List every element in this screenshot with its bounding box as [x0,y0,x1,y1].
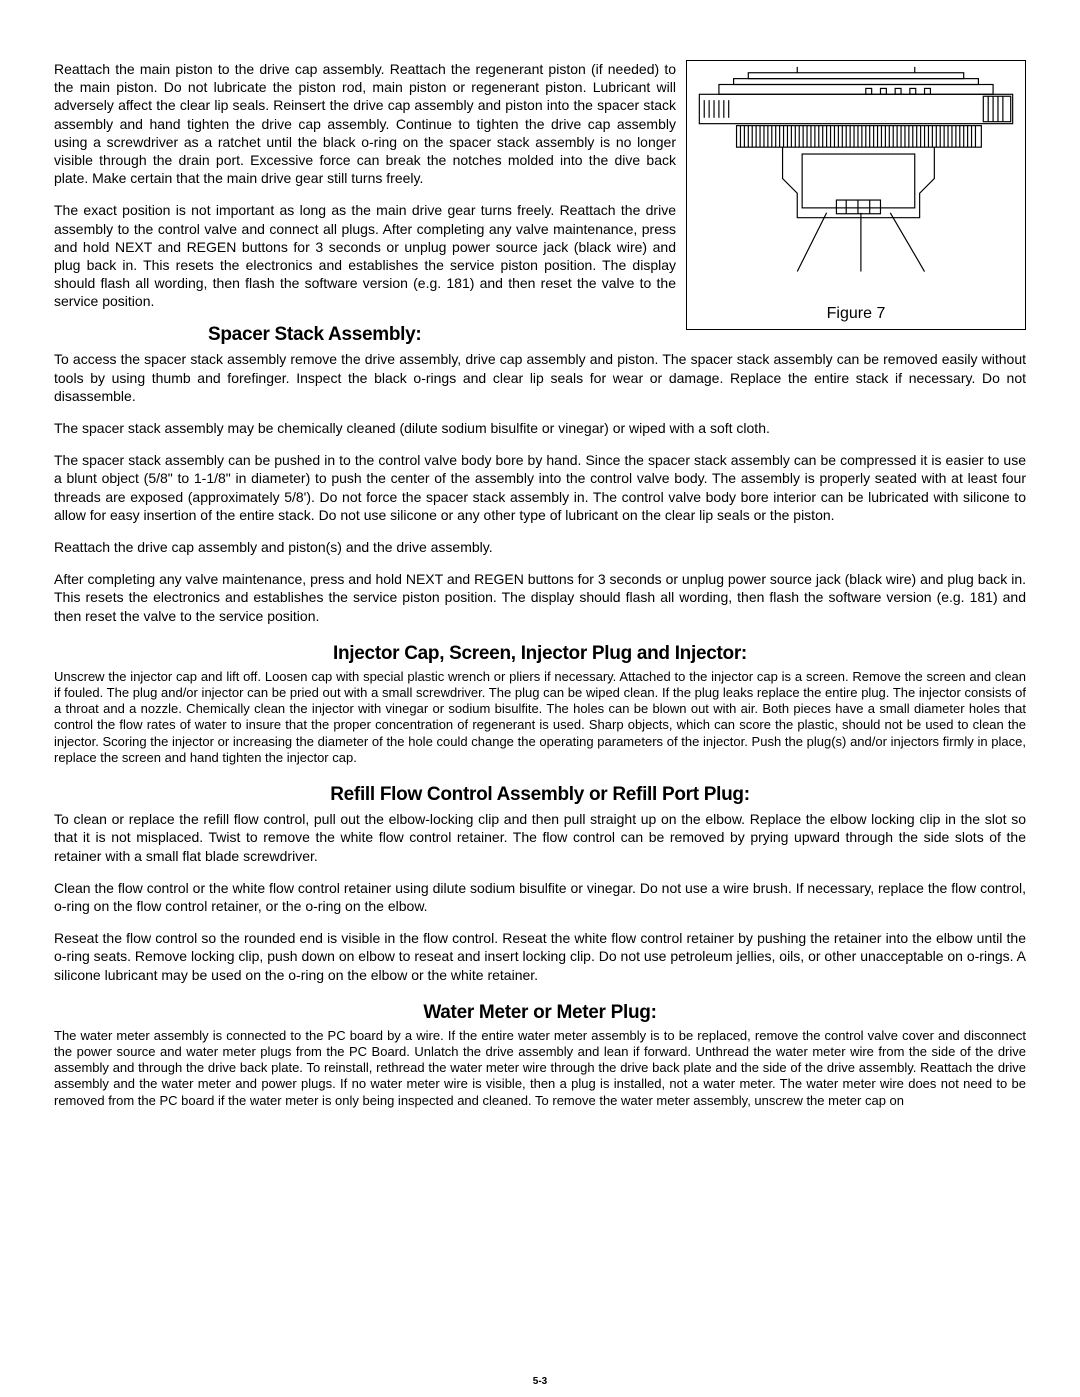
heading-injector: Injector Cap, Screen, Injector Plug and … [54,643,1026,665]
paragraph-refill-1: To clean or replace the refill flow cont… [54,810,1026,865]
paragraph-spacer-1: To access the spacer stack assembly remo… [54,350,1026,405]
figure-7-box: Figure 7 [686,60,1026,330]
paragraph-injector-1: Unscrew the injector cap and lift off. L… [54,669,1026,767]
paragraph-spacer-3: The spacer stack assembly can be pushed … [54,451,1026,524]
paragraph-refill-3: Reseat the flow control so the rounded e… [54,929,1026,984]
paragraph-spacer-4: Reattach the drive cap assembly and pist… [54,538,1026,556]
paragraph-meter-1: The water meter assembly is connected to… [54,1028,1026,1109]
heading-refill: Refill Flow Control Assembly or Refill P… [54,784,1026,806]
page-number: 5-3 [0,1376,1080,1387]
figure-7-diagram [687,61,1025,296]
paragraph-refill-2: Clean the flow control or the white flow… [54,879,1026,915]
paragraph-spacer-5: After completing any valve maintenance, … [54,570,1026,625]
paragraph-spacer-2: The spacer stack assembly may be chemica… [54,419,1026,437]
heading-meter: Water Meter or Meter Plug: [54,1002,1026,1024]
figure-caption: Figure 7 [687,305,1025,323]
